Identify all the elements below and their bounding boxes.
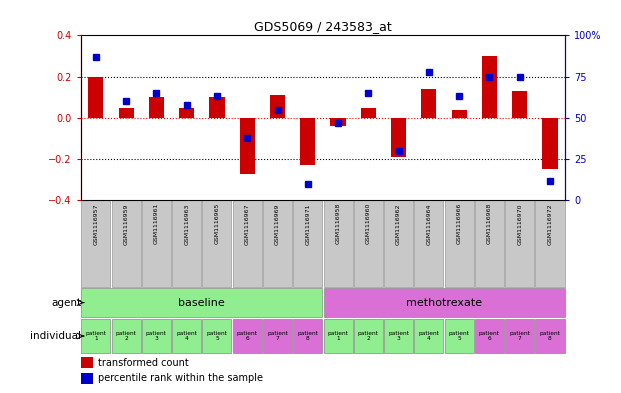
Text: patient
4: patient 4	[176, 331, 197, 342]
Bar	[421, 89, 437, 118]
Text: GSM1116966: GSM1116966	[456, 203, 461, 244]
Bar	[354, 319, 383, 353]
Bar	[535, 200, 564, 287]
Text: patient
8: patient 8	[297, 331, 318, 342]
Text: patient
5: patient 5	[207, 331, 227, 342]
Bar	[209, 97, 225, 118]
Bar	[142, 319, 171, 353]
Text: GSM1116958: GSM1116958	[335, 203, 340, 244]
Bar	[81, 200, 111, 287]
Bar	[445, 319, 474, 353]
Bar	[179, 108, 194, 118]
Text: GSM1116972: GSM1116972	[548, 203, 553, 245]
Text: GSM1116965: GSM1116965	[214, 203, 219, 244]
Bar	[535, 319, 564, 353]
Text: patient
3: patient 3	[146, 331, 167, 342]
Text: agent: agent	[51, 298, 81, 308]
Text: GSM1116968: GSM1116968	[487, 203, 492, 244]
Bar	[330, 118, 346, 126]
Bar	[475, 200, 504, 287]
Text: patient
5: patient 5	[449, 331, 469, 342]
Bar	[263, 319, 292, 353]
Bar	[81, 373, 93, 384]
Text: patient
2: patient 2	[358, 331, 379, 342]
Text: patient
6: patient 6	[237, 331, 258, 342]
Bar	[505, 200, 534, 287]
Bar	[172, 200, 201, 287]
Text: patient
1: patient 1	[328, 331, 348, 342]
Bar	[293, 319, 322, 353]
Text: patient
7: patient 7	[509, 331, 530, 342]
Bar	[324, 200, 353, 287]
Bar	[512, 91, 527, 118]
Bar	[445, 200, 474, 287]
Text: patient
2: patient 2	[116, 331, 137, 342]
Text: GSM1116967: GSM1116967	[245, 203, 250, 244]
Bar	[202, 200, 232, 287]
Text: GSM1116962: GSM1116962	[396, 203, 401, 244]
Bar	[81, 319, 111, 353]
Bar	[451, 110, 467, 118]
Text: GSM1116969: GSM1116969	[275, 203, 280, 244]
Text: methotrexate: methotrexate	[406, 298, 482, 308]
Bar	[293, 200, 322, 287]
Bar	[542, 118, 558, 169]
Text: patient
1: patient 1	[86, 331, 106, 342]
Bar	[112, 319, 141, 353]
Text: percentile rank within the sample: percentile rank within the sample	[97, 373, 263, 383]
Bar	[391, 118, 406, 157]
Bar	[263, 200, 292, 287]
Bar	[324, 288, 564, 317]
Text: GSM1116959: GSM1116959	[124, 203, 129, 244]
Text: GSM1116970: GSM1116970	[517, 203, 522, 244]
Bar	[88, 77, 104, 118]
Bar	[384, 200, 413, 287]
Bar	[384, 319, 413, 353]
Text: transformed count: transformed count	[97, 358, 188, 367]
Bar	[81, 288, 322, 317]
Bar	[300, 118, 315, 165]
Text: patient
7: patient 7	[267, 331, 288, 342]
Bar	[149, 97, 164, 118]
Text: patient
8: patient 8	[540, 331, 560, 342]
Text: GSM1116963: GSM1116963	[184, 203, 189, 244]
Bar	[172, 319, 201, 353]
Bar	[202, 319, 232, 353]
Bar	[240, 118, 255, 174]
Bar	[119, 108, 134, 118]
Bar	[475, 319, 504, 353]
Bar	[233, 319, 262, 353]
Bar	[142, 200, 171, 287]
Bar	[112, 200, 141, 287]
Text: GSM1116964: GSM1116964	[427, 203, 432, 244]
Bar	[354, 200, 383, 287]
Title: GDS5069 / 243583_at: GDS5069 / 243583_at	[254, 20, 392, 33]
Bar	[324, 319, 353, 353]
Bar	[482, 56, 497, 118]
Text: GSM1116971: GSM1116971	[306, 203, 310, 244]
Text: GSM1116957: GSM1116957	[93, 203, 98, 244]
Bar	[233, 200, 262, 287]
Bar	[414, 200, 443, 287]
Text: baseline: baseline	[178, 298, 225, 308]
Text: GSM1116961: GSM1116961	[154, 203, 159, 244]
Text: GSM1116960: GSM1116960	[366, 203, 371, 244]
Text: patient
3: patient 3	[388, 331, 409, 342]
Text: individual: individual	[30, 331, 81, 341]
Bar	[505, 319, 534, 353]
Bar	[270, 95, 285, 118]
Bar	[414, 319, 443, 353]
Bar	[81, 357, 93, 368]
Text: patient
6: patient 6	[479, 331, 500, 342]
Bar	[361, 108, 376, 118]
Text: patient
4: patient 4	[419, 331, 439, 342]
